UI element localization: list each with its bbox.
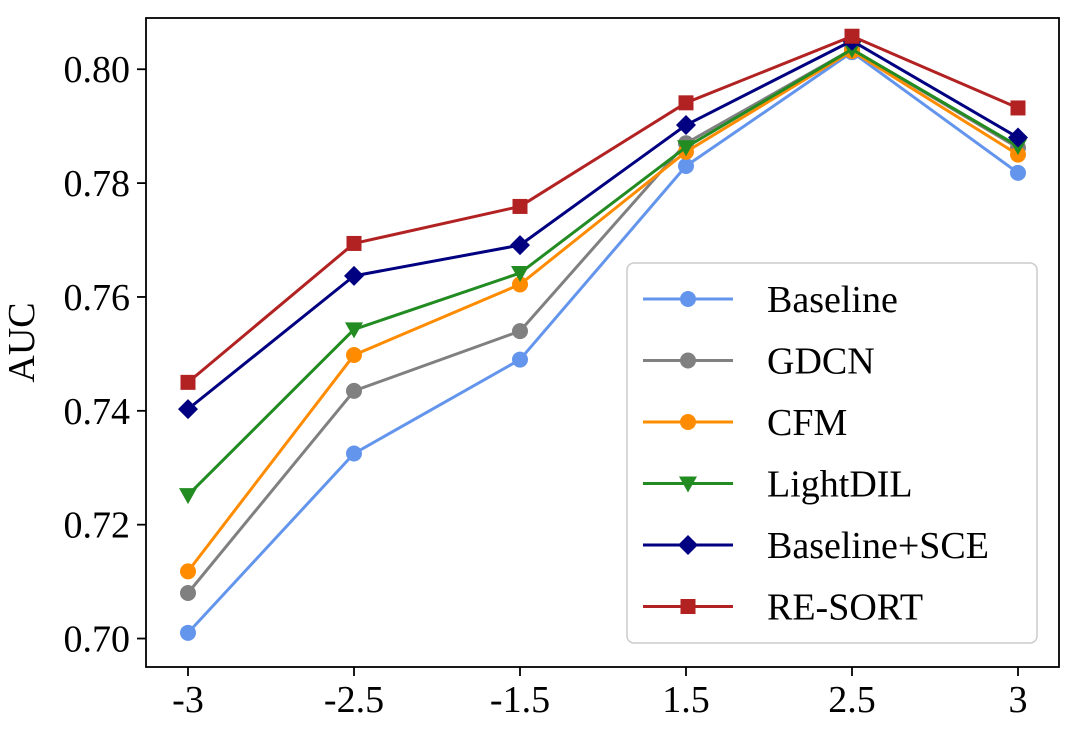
legend-label: LightDIL xyxy=(767,464,913,506)
y-tick-label: 0.80 xyxy=(64,49,131,91)
data-point-cfm xyxy=(512,276,528,293)
data-point-lightdil xyxy=(511,266,529,283)
legend-label: GDCN xyxy=(767,341,875,383)
legend-swatch-marker xyxy=(678,535,698,555)
data-point-gdcn xyxy=(180,584,196,601)
y-tick-label: 0.72 xyxy=(64,505,131,547)
legend-swatch-marker xyxy=(680,599,696,614)
x-tick-label: 2.5 xyxy=(828,679,876,721)
x-axis: -3 -2.5 -1.5 1.5 2.5 3 xyxy=(172,667,1028,721)
y-axis: 0.70 0.72 0.74 0.76 0.78 0.80 xyxy=(64,49,146,661)
series-line-baseline xyxy=(186,50,1019,634)
data-point-baseline-sce xyxy=(1008,127,1028,148)
legend-label: RE-SORT xyxy=(767,587,923,629)
data-point-cfm xyxy=(346,347,362,364)
legend-item-re-sort: RE-SORT xyxy=(643,587,923,629)
y-tick-label: 0.74 xyxy=(64,391,131,433)
data-point-gdcn xyxy=(512,323,528,340)
legend-label: Baseline+SCE xyxy=(767,525,989,567)
legend: Baseline GDCN CFM LightDIL Baseline+SCE RE-SO… xyxy=(626,262,1038,644)
data-point-re-sort xyxy=(346,235,362,251)
data-point-cfm xyxy=(180,563,196,580)
data-point-baseline xyxy=(512,351,528,368)
legend-swatch-marker xyxy=(680,291,696,307)
data-point-baseline-sce xyxy=(344,265,364,286)
x-tick-label: 3 xyxy=(1009,679,1028,721)
data-point-lightdil xyxy=(179,488,197,505)
data-point-baseline xyxy=(1010,164,1026,181)
legend-item-cfm: CFM xyxy=(643,402,847,444)
series-re-sort xyxy=(180,28,1026,390)
x-tick-label: -3 xyxy=(172,679,204,721)
legend-item-gdcn: GDCN xyxy=(643,341,875,383)
series-line-re-sort xyxy=(187,34,1019,384)
data-point-baseline xyxy=(180,624,196,641)
series-baseline xyxy=(180,44,1026,641)
x-tick-label: 1.5 xyxy=(662,679,710,721)
legend-label: Baseline xyxy=(767,279,898,321)
data-point-re-sort xyxy=(678,95,694,111)
series-lightdil xyxy=(179,42,1027,505)
legend-box xyxy=(626,262,1038,644)
legend-swatch-marker xyxy=(679,476,697,493)
legend-item-baseline: Baseline xyxy=(643,279,898,321)
data-point-re-sort xyxy=(180,374,196,390)
data-point-re-sort xyxy=(844,28,860,44)
data-point-baseline-sce xyxy=(676,115,696,136)
legend-swatch-marker xyxy=(680,414,696,430)
y-tick-label: 0.78 xyxy=(64,163,131,205)
data-point-re-sort xyxy=(1010,100,1026,116)
series-line-baseline-sce xyxy=(187,39,1019,411)
data-point-lightdil xyxy=(345,322,363,339)
legend-item-baseline-sce: Baseline+SCE xyxy=(643,525,989,567)
data-point-baseline xyxy=(346,445,362,462)
series-line-lightdil xyxy=(186,47,1019,497)
plot-frame xyxy=(145,17,1060,668)
legend-item-lightdil: LightDIL xyxy=(643,464,913,506)
series-layer xyxy=(178,28,1028,641)
y-tick-label: 0.76 xyxy=(64,277,131,319)
data-point-gdcn xyxy=(346,382,362,399)
data-point-baseline-sce xyxy=(178,399,198,420)
y-tick-label: 0.70 xyxy=(64,619,131,661)
x-tick-label: -1.5 xyxy=(490,679,550,721)
legend-label: CFM xyxy=(767,402,847,444)
data-point-baseline-sce xyxy=(510,235,530,256)
legend-swatch-marker xyxy=(680,352,696,369)
y-axis-title: AUC xyxy=(1,302,43,382)
data-point-re-sort xyxy=(512,198,528,214)
x-tick-label: -2.5 xyxy=(324,679,384,721)
data-point-lightdil xyxy=(677,140,695,157)
series-line-cfm xyxy=(186,49,1019,573)
data-point-baseline xyxy=(678,158,694,175)
